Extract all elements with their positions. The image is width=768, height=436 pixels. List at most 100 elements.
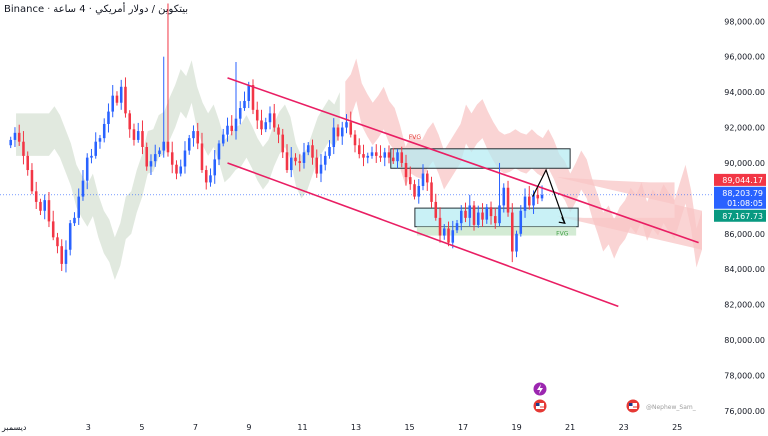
candle-body: [481, 212, 484, 220]
x-tick-label: 13: [351, 423, 361, 432]
candle-body: [34, 191, 38, 202]
price-tag-green: [714, 209, 766, 222]
candle-body: [281, 134, 285, 153]
candle-body: [396, 152, 399, 162]
candle-body: [43, 200, 46, 211]
candle-body: [357, 145, 361, 155]
candle-body: [68, 223, 72, 250]
y-tick-label: 92,000.00: [724, 124, 765, 133]
channel-upper-line: [227, 77, 699, 244]
candle-body: [370, 152, 374, 156]
candle-body: [264, 122, 268, 130]
candle-body: [298, 161, 302, 163]
price-tag-green-text: 87,167.73: [722, 212, 763, 221]
candle-body: [166, 141, 170, 153]
candle-body: [442, 228, 446, 236]
x-tick-label: 21: [565, 423, 575, 432]
candle-body: [217, 143, 221, 160]
candle-body: [277, 127, 280, 135]
candle-body: [132, 129, 136, 140]
candle-body: [251, 85, 255, 110]
flag-icon-canton: [536, 403, 540, 406]
candle-body: [39, 201, 42, 211]
candle-body: [306, 145, 310, 153]
candle-body: [64, 249, 68, 264]
candle-body: [153, 154, 157, 162]
candle-body: [255, 109, 259, 121]
x-tick-label: 15: [404, 423, 414, 432]
y-tick-label: 96,000.00: [724, 53, 765, 62]
candle-body: [319, 164, 323, 174]
candle-body: [77, 196, 80, 218]
x-tick-label: 25: [672, 423, 682, 432]
candle-body: [515, 233, 518, 252]
price-tag-red: [714, 173, 766, 186]
candle-body: [145, 147, 149, 167]
title-separator: ·: [47, 4, 51, 15]
y-tick-label: 94,000.00: [724, 88, 765, 97]
candle-body: [170, 152, 174, 165]
candle-body: [136, 131, 140, 140]
candle-body: [528, 196, 531, 206]
candle-body: [183, 150, 187, 167]
candle-body: [196, 131, 200, 144]
candle-body: [285, 152, 289, 171]
candle-body: [60, 246, 63, 264]
candle-body: [404, 162, 408, 178]
candle-body: [111, 95, 114, 112]
y-tick-label: 82,000.00: [724, 301, 765, 310]
candle-body: [523, 196, 527, 211]
candle-body: [268, 113, 272, 123]
flag-icon-canton: [629, 403, 633, 406]
candle-body: [149, 161, 153, 167]
candle-body: [430, 182, 433, 202]
candle-body: [379, 155, 382, 158]
candle-body: [26, 155, 29, 171]
x-tick-label: 7: [193, 423, 198, 432]
candle-body: [9, 139, 12, 146]
y-tick-label: 86,000.00: [724, 230, 765, 239]
y-tick-label: 78,000.00: [724, 371, 765, 380]
x-tick-label: 9: [246, 423, 251, 432]
candle-body: [260, 120, 263, 130]
x-tick-label: 19: [512, 423, 522, 432]
candle-body: [536, 194, 540, 199]
candle-body: [323, 155, 327, 165]
lightning-icon: [537, 384, 543, 394]
candle-body: [13, 132, 17, 140]
candle-body: [459, 210, 463, 224]
candle-body: [17, 132, 21, 142]
candle-body: [511, 212, 514, 252]
channel-lower-line: [227, 162, 619, 308]
candle-body: [124, 86, 127, 114]
fvg-label-top: FVG: [409, 134, 422, 141]
candle-body: [238, 108, 242, 119]
candle-body: [417, 185, 421, 197]
candle-body: [85, 157, 89, 181]
candle-body: [391, 157, 395, 162]
candle-body: [374, 152, 378, 156]
candle-body: [213, 159, 217, 176]
candle-body: [400, 152, 404, 163]
countdown-text: 01:08:05: [727, 199, 763, 208]
candle-body: [468, 205, 472, 218]
candle-body: [383, 152, 387, 158]
candle-body: [115, 95, 119, 103]
event-icon: [533, 382, 547, 396]
cloud-group: [16, 58, 702, 280]
candle-body: [447, 228, 450, 243]
candle-body: [489, 207, 493, 217]
candle-body: [540, 194, 544, 199]
candle-body: [387, 152, 391, 158]
candle-body: [272, 113, 276, 128]
candle-body: [340, 127, 344, 137]
y-tick-label: 76,000.00: [724, 407, 765, 416]
candle-body: [532, 194, 535, 206]
x-tick-label: 23: [619, 423, 629, 432]
candle-body: [179, 166, 183, 174]
candle-body: [362, 154, 365, 158]
candle-body: [47, 200, 51, 222]
